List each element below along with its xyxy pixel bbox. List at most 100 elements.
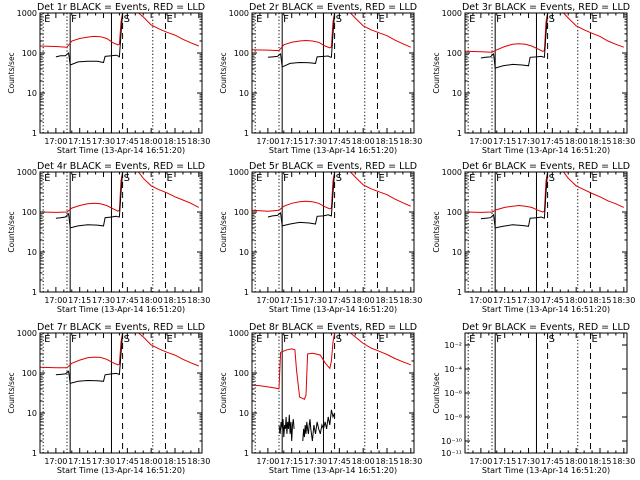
- plot-frame: [39, 12, 203, 134]
- panel-title: Det 9r BLACK = Events, RED = LLD: [462, 322, 630, 333]
- x-tick-label: 18:00: [565, 296, 588, 305]
- y-tick-label: 1000: [442, 9, 462, 18]
- y-tick-label: 100: [447, 49, 462, 58]
- y-tick-label: 10: [239, 89, 249, 98]
- y-tick-label: 10: [27, 89, 37, 98]
- x-axis-label: Start Time (13-Apr-14 16:51:20): [57, 305, 185, 314]
- y-axis-label: Counts/sec: [7, 52, 16, 93]
- x-tick-label: 17:30: [304, 296, 327, 305]
- x-tick-label: 17:15: [68, 296, 91, 305]
- x-tick-label: 18:30: [612, 457, 635, 466]
- x-tick-label: 17:00: [44, 457, 67, 466]
- x-tick-label: 17:45: [328, 137, 351, 146]
- x-tick-label: 18:15: [588, 137, 611, 146]
- x-tick-label: 17:15: [280, 296, 303, 305]
- panel-title: Det 7r BLACK = Events, RED = LLD: [37, 322, 205, 333]
- event-marker-label: E: [166, 173, 172, 184]
- event-marker-label: F: [496, 173, 502, 184]
- y-tick-label: 10⁻²: [444, 341, 462, 350]
- x-tick-label: 18:30: [399, 457, 422, 466]
- lld-series-line: [138, 172, 200, 208]
- panel-title: Det 2r BLACK = Events, RED = LLD: [249, 2, 417, 13]
- event-marker-label: E: [256, 173, 262, 184]
- lld-series-line: [563, 172, 625, 208]
- y-tick-label: 1000: [17, 329, 37, 338]
- y-axis-label: Counts/sec: [219, 211, 228, 252]
- x-axis-label: Start Time (13-Apr-14 16:51:20): [57, 466, 185, 475]
- event-marker-label: E: [166, 14, 172, 25]
- x-tick-label: 17:15: [493, 137, 516, 146]
- y-tick-label: 1000: [229, 9, 249, 18]
- x-tick-label: 18:15: [375, 457, 398, 466]
- event-marker-label: S: [549, 173, 555, 184]
- lld-series-line: [40, 172, 124, 213]
- x-tick-label: 17:00: [44, 137, 67, 146]
- event-marker-label: S: [336, 334, 342, 345]
- x-axis-label: Start Time (13-Apr-14 16:51:20): [269, 305, 397, 314]
- x-axis-label: Start Time (13-Apr-14 16:51:20): [482, 146, 610, 155]
- lld-series-line: [350, 172, 411, 207]
- x-tick-label: 18:15: [163, 137, 186, 146]
- event-marker-label: F: [71, 334, 77, 345]
- x-tick-label: 17:30: [92, 137, 115, 146]
- x-tick-label: 17:45: [541, 137, 564, 146]
- x-axis-label: Start Time (13-Apr-14 16:51:20): [269, 466, 397, 475]
- x-tick-label: 17:30: [92, 296, 115, 305]
- y-tick-label: 1: [244, 288, 249, 297]
- event-marker-label: E: [591, 334, 597, 345]
- event-marker-label: E: [469, 173, 475, 184]
- y-tick-label: 1000: [229, 329, 249, 338]
- y-tick-label: 100: [234, 49, 249, 58]
- y-tick-label: 1000: [17, 9, 37, 18]
- x-tick-label: 17:45: [116, 457, 139, 466]
- y-tick-label: 10: [239, 248, 249, 257]
- event-marker-label: F: [283, 14, 289, 25]
- x-axis-label: Start Time (13-Apr-14 16:51:20): [482, 466, 610, 475]
- lld-series-line: [138, 333, 199, 367]
- events-series-line: [267, 13, 336, 68]
- x-tick-label: 17:00: [256, 457, 279, 466]
- y-tick-label: 10: [452, 248, 462, 257]
- event-marker-label: S: [124, 14, 130, 25]
- x-axis-label: Start Time (13-Apr-14 16:51:20): [482, 305, 610, 314]
- event-marker-label: F: [496, 14, 502, 25]
- panel-title: Det 3r BLACK = Events, RED = LLD: [462, 2, 630, 13]
- events-series-line: [302, 409, 336, 442]
- lld-series-line: [350, 333, 411, 366]
- x-tick-label: 18:15: [163, 457, 186, 466]
- y-tick-label: 1: [244, 449, 249, 458]
- y-tick-label: 100: [234, 208, 249, 217]
- event-marker-label: S: [549, 334, 555, 345]
- x-tick-label: 17:45: [541, 296, 564, 305]
- y-tick-label: 100: [22, 369, 37, 378]
- x-tick-label: 17:30: [517, 296, 540, 305]
- y-tick-label: 10⁻⁴: [444, 365, 462, 374]
- y-tick-label: 10: [27, 409, 37, 418]
- x-tick-label: 17:30: [304, 137, 327, 146]
- panel-title: Det 1r BLACK = Events, RED = LLD: [37, 2, 205, 13]
- plot-frame: [464, 171, 628, 293]
- y-tick-label: 10: [27, 248, 37, 257]
- x-tick-label: 17:15: [68, 137, 91, 146]
- x-tick-label: 17:00: [469, 296, 492, 305]
- x-tick-label: 17:15: [493, 457, 516, 466]
- x-tick-label: 18:30: [612, 137, 635, 146]
- y-tick-label: 10: [239, 409, 249, 418]
- event-marker-label: F: [71, 14, 77, 25]
- lld-series-line: [40, 333, 124, 369]
- event-marker-label: E: [256, 334, 262, 345]
- x-tick-label: 18:00: [140, 137, 163, 146]
- event-marker-label: F: [496, 334, 502, 345]
- x-tick-label: 17:45: [328, 457, 351, 466]
- plot-frame: [251, 332, 415, 454]
- y-axis-label: Counts/sec: [219, 52, 228, 93]
- x-tick-label: 18:15: [163, 296, 186, 305]
- event-marker-label: E: [591, 173, 597, 184]
- y-tick-label: 1000: [442, 168, 462, 177]
- event-marker-label: E: [469, 14, 475, 25]
- x-tick-label: 17:15: [280, 137, 303, 146]
- y-tick-label: 100: [234, 369, 249, 378]
